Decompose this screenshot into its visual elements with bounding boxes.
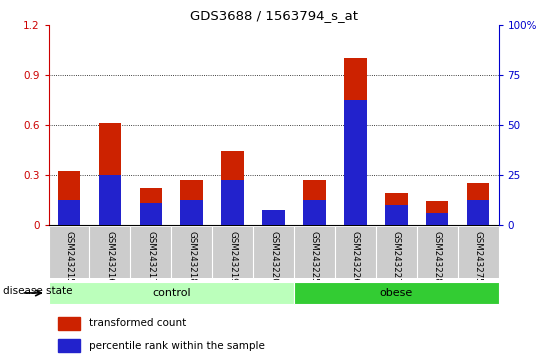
Bar	[99, 123, 121, 225]
Bar	[222, 152, 244, 225]
Text: GSM243226: GSM243226	[351, 231, 360, 284]
Text: GSM243219: GSM243219	[228, 231, 237, 283]
Text: percentile rank within the sample: percentile rank within the sample	[89, 341, 265, 350]
Text: control: control	[152, 288, 191, 298]
Bar	[426, 201, 448, 225]
Bar	[140, 203, 162, 225]
Bar	[58, 171, 80, 225]
Text: GSM243228: GSM243228	[433, 231, 441, 284]
Bar	[426, 213, 448, 225]
Bar	[344, 100, 367, 225]
Bar	[303, 180, 326, 225]
Text: GSM243215: GSM243215	[65, 231, 73, 284]
Bar	[140, 188, 162, 225]
Text: disease state: disease state	[3, 286, 72, 296]
Bar	[467, 200, 489, 225]
Text: GSM243275: GSM243275	[474, 231, 482, 284]
Bar	[181, 200, 203, 225]
Text: GSM243216: GSM243216	[106, 231, 114, 284]
Text: GSM243217: GSM243217	[146, 231, 155, 284]
Bar	[99, 175, 121, 225]
Text: GSM243218: GSM243218	[187, 231, 196, 284]
Bar	[303, 200, 326, 225]
Bar	[385, 193, 407, 225]
Bar	[58, 200, 80, 225]
Bar	[222, 180, 244, 225]
Bar	[467, 183, 489, 225]
Bar	[181, 180, 203, 225]
Bar	[385, 205, 407, 225]
Bar	[344, 58, 367, 225]
Text: obese: obese	[379, 288, 413, 298]
Title: GDS3688 / 1563794_s_at: GDS3688 / 1563794_s_at	[190, 9, 357, 22]
FancyBboxPatch shape	[294, 282, 499, 304]
Bar	[58, 339, 80, 352]
Bar	[262, 210, 285, 225]
Bar	[58, 317, 80, 330]
Text: GSM243220: GSM243220	[269, 231, 278, 284]
Text: transformed count: transformed count	[89, 319, 186, 329]
Text: GSM243225: GSM243225	[310, 231, 319, 284]
FancyBboxPatch shape	[49, 282, 294, 304]
Bar	[262, 215, 285, 225]
Text: GSM243227: GSM243227	[392, 231, 401, 284]
